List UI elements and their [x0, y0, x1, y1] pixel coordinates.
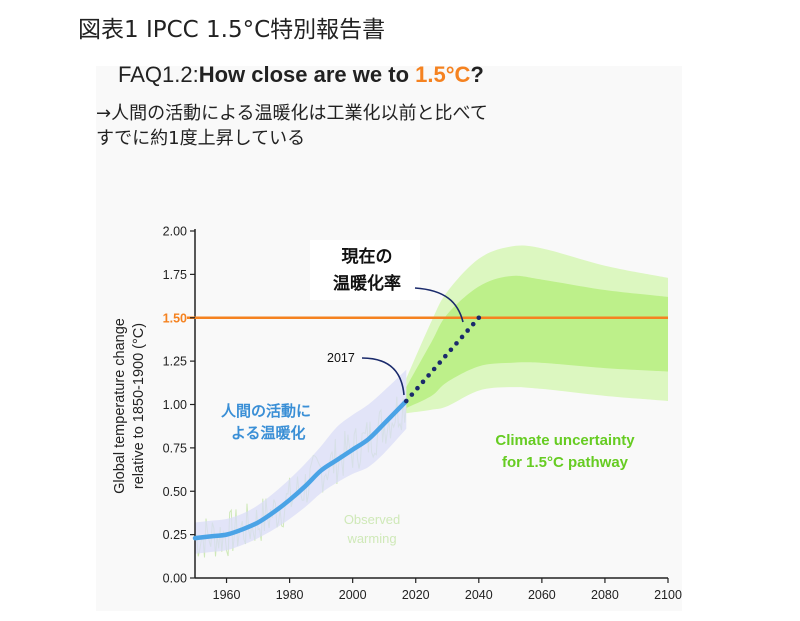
note-line-2: すでに約1度上昇している	[96, 128, 306, 149]
note: →人間の活動による温暖化は工業化以前と比べて すでに約1度上昇している	[96, 101, 488, 151]
faq-suffix: ?	[470, 62, 484, 87]
projection-dot	[437, 360, 443, 365]
y-tick-label: 0.00	[163, 572, 187, 586]
x-tick-label: 2020	[402, 588, 430, 602]
y-tick-label: 1.25	[163, 355, 187, 369]
uncertainty-inner-band	[406, 275, 668, 408]
projection-dot	[454, 341, 459, 346]
observed-label-line-1: Observed	[344, 512, 400, 527]
current-rate-label-bg	[310, 240, 420, 300]
faq-heading: FAQ1.2:How close are we to 1.5°C?	[118, 62, 484, 88]
human-warming-line	[192, 398, 409, 541]
faq-highlight: 1.5°C	[415, 62, 471, 87]
faq-prefix: FAQ1.2:	[118, 62, 199, 87]
y-tick-label: 1.00	[163, 398, 187, 412]
year-2017-label: 2017	[327, 351, 355, 365]
y-tick-label: 1.50	[163, 311, 187, 325]
current-rate-pointer	[414, 287, 464, 323]
y-tick-label: 2.00	[163, 225, 187, 239]
faq-question: How close are we to	[198, 62, 416, 87]
x-tick-label: 1980	[276, 588, 304, 602]
climate-uncertainty-label-line-1: Climate uncertainty	[495, 432, 635, 449]
x-tick-label: 2040	[465, 588, 493, 602]
y-axis-title-line-2: relative to 1850-1900 (°C)	[131, 323, 147, 489]
projection-dot	[415, 385, 420, 391]
x-tick-label: 2060	[528, 588, 556, 602]
projection-dot	[431, 366, 437, 372]
y-tick-label: 0.75	[163, 441, 187, 455]
projection-dot	[443, 353, 448, 359]
y-axis-title-line-1: Global temperature change	[112, 318, 128, 494]
x-tick-label: 2000	[339, 588, 367, 602]
projection-dot	[465, 328, 470, 333]
human-warming-band	[195, 369, 407, 554]
projection-dot	[470, 321, 476, 327]
human-activity-label-line-1: 人間の活動に	[221, 402, 311, 420]
x-tick-label: 2080	[591, 588, 619, 602]
x-tick-label: 2100	[654, 588, 682, 602]
projection-dot	[420, 379, 426, 385]
projection-dot	[476, 315, 482, 321]
current-rate-label-line-2: 温暖化率	[333, 273, 401, 294]
projection-dot	[403, 398, 409, 404]
note-line-1: →人間の活動による温暖化は工業化以前と比べて	[96, 103, 488, 124]
figure-title: 図表1 IPCC 1.5°C特別報告書	[78, 17, 386, 43]
human-activity-label-line-2: よる温暖化	[231, 424, 306, 442]
y-tick-label: 0.50	[163, 485, 187, 499]
x-tick-label: 1960	[213, 588, 241, 602]
projection-dot	[426, 373, 431, 378]
projection-dot	[448, 347, 454, 353]
projection-dot	[409, 392, 415, 397]
year-2017-pointer	[361, 357, 405, 396]
climate-uncertainty-label-line-2: for 1.5°C pathway	[502, 454, 629, 471]
projection-dot	[459, 334, 465, 340]
observed-label-line-2: warming	[346, 531, 396, 546]
y-tick-label: 0.25	[163, 528, 187, 542]
current-rate-label-line-1: 現在の	[342, 246, 393, 267]
y-tick-label: 1.75	[163, 268, 187, 282]
